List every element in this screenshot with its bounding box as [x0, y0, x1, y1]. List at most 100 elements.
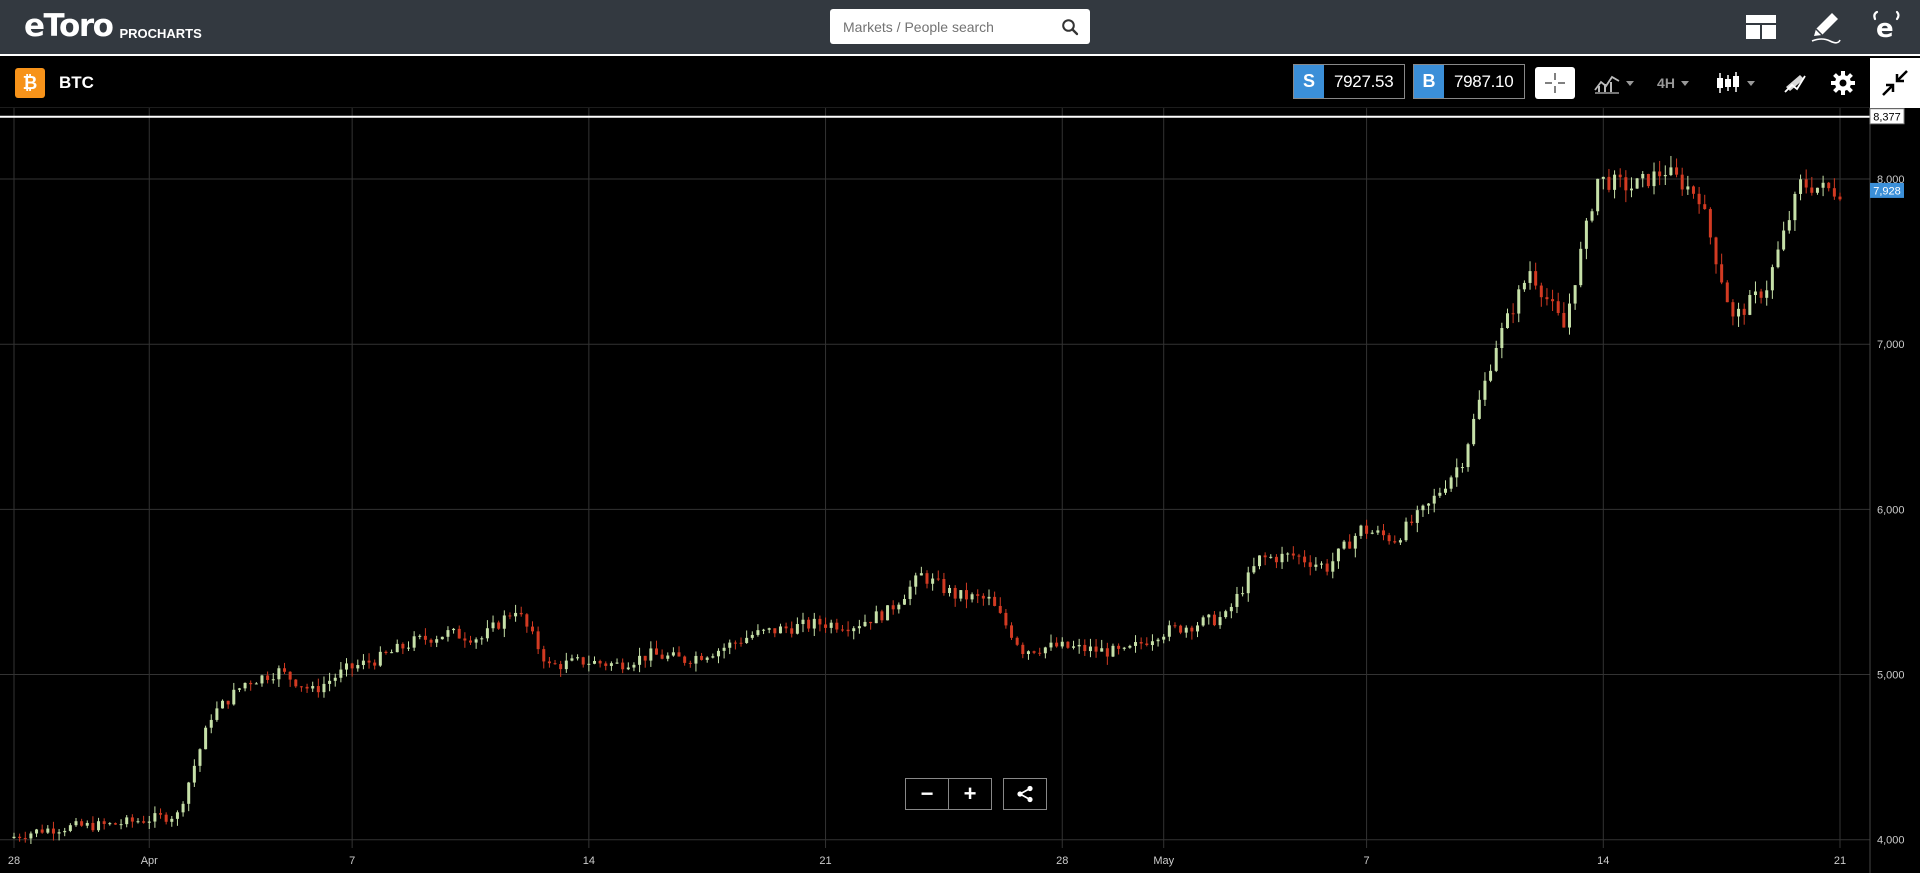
candle-body — [350, 663, 354, 669]
candle — [1635, 177, 1639, 189]
candle-body — [1466, 444, 1470, 468]
candle-body — [1173, 625, 1177, 627]
candle — [395, 639, 399, 653]
candle — [1517, 285, 1521, 323]
candle — [1004, 609, 1008, 629]
candle — [407, 641, 411, 652]
candle — [1066, 641, 1070, 649]
candle — [1190, 625, 1194, 640]
gear-icon — [1831, 71, 1855, 95]
candle — [328, 672, 332, 692]
candle — [350, 662, 354, 677]
indicators-dropdown[interactable] — [1593, 66, 1635, 100]
candle-body — [869, 621, 873, 624]
candle — [1528, 261, 1532, 290]
candle-body — [609, 663, 613, 666]
candle — [1342, 539, 1346, 550]
candle-body — [1128, 645, 1132, 648]
candle-body — [1489, 370, 1493, 381]
instrument-symbol[interactable]: BTC — [59, 73, 94, 92]
etoro-icon[interactable]: e — [1870, 10, 1904, 44]
chart-type-dropdown[interactable] — [1713, 66, 1757, 100]
candle-body — [1235, 593, 1239, 607]
candle-body — [1348, 541, 1352, 549]
candle-body — [480, 638, 484, 640]
candle — [1382, 524, 1385, 541]
search-input[interactable] — [830, 9, 1052, 44]
candle — [463, 632, 467, 648]
candle-body — [1776, 249, 1780, 268]
etoro-logo[interactable]: eToro PROCHARTS — [24, 8, 202, 44]
candle-body — [677, 652, 681, 657]
settings-button[interactable] — [1826, 66, 1860, 100]
candle-body — [1111, 645, 1115, 657]
candle-body — [1083, 644, 1087, 652]
candle — [750, 631, 754, 640]
x-tick-label: 28 — [1056, 855, 1068, 867]
candle-body — [643, 655, 647, 661]
candle — [1466, 442, 1470, 472]
y-tick-label: 7,000 — [1877, 339, 1905, 351]
layout-icon[interactable] — [1744, 10, 1778, 44]
candle — [237, 687, 241, 693]
candle — [1359, 524, 1363, 539]
chevron-down-icon — [1626, 80, 1634, 86]
candle — [694, 651, 698, 672]
candle — [514, 604, 518, 622]
candle — [683, 655, 687, 666]
sell-price-button[interactable]: S 7927.53 — [1293, 64, 1405, 99]
candle — [993, 591, 997, 607]
candle-body — [378, 651, 382, 666]
candle — [587, 655, 591, 672]
candle-body — [288, 671, 292, 680]
crosshair-button[interactable] — [1535, 67, 1575, 99]
candle — [1737, 302, 1741, 327]
drawing-tools-button[interactable] — [1778, 66, 1812, 100]
share-button[interactable] — [1004, 779, 1046, 809]
timeframe-dropdown[interactable]: 4H — [1653, 66, 1693, 100]
search-box[interactable] — [830, 9, 1090, 44]
candle — [271, 672, 275, 684]
candle — [953, 585, 957, 607]
candle-body — [311, 686, 315, 689]
collapse-chart-button[interactable] — [1870, 58, 1920, 108]
candle-body — [525, 614, 529, 627]
candle — [192, 759, 196, 787]
search-icon[interactable] — [1061, 18, 1079, 36]
pencil-icon[interactable] — [1808, 10, 1842, 44]
candle — [125, 815, 129, 828]
candle-body — [1055, 642, 1059, 647]
candle — [142, 815, 146, 824]
candle — [840, 624, 844, 632]
zoom-out-button[interactable]: − — [920, 781, 934, 806]
candle-body — [1590, 211, 1594, 221]
candle — [671, 647, 675, 657]
candle-body — [790, 628, 794, 634]
candle-body — [63, 830, 67, 833]
candle-body — [485, 628, 489, 639]
candle — [1793, 191, 1797, 231]
drawing-icon — [1784, 75, 1806, 93]
candle-body — [1421, 505, 1425, 511]
zoom-in-button[interactable]: + — [948, 779, 991, 809]
candle-body — [277, 668, 281, 680]
candle-body — [1449, 477, 1453, 489]
candle — [305, 683, 309, 693]
logo-subtitle: PROCHARTS — [119, 26, 202, 41]
candle-body — [1748, 295, 1752, 315]
buy-price-button[interactable]: B 7987.10 — [1413, 64, 1525, 99]
candle-body — [170, 818, 174, 822]
candle — [153, 806, 157, 828]
candle — [181, 801, 185, 817]
candle-body — [1077, 644, 1081, 647]
candle-body — [795, 624, 799, 634]
candle — [1179, 624, 1183, 635]
candle-body — [812, 618, 816, 629]
x-tick-label: 7 — [1364, 855, 1370, 867]
candle — [159, 808, 163, 819]
candle-body — [23, 838, 27, 840]
candle — [604, 661, 608, 671]
candle-body — [1376, 530, 1380, 533]
